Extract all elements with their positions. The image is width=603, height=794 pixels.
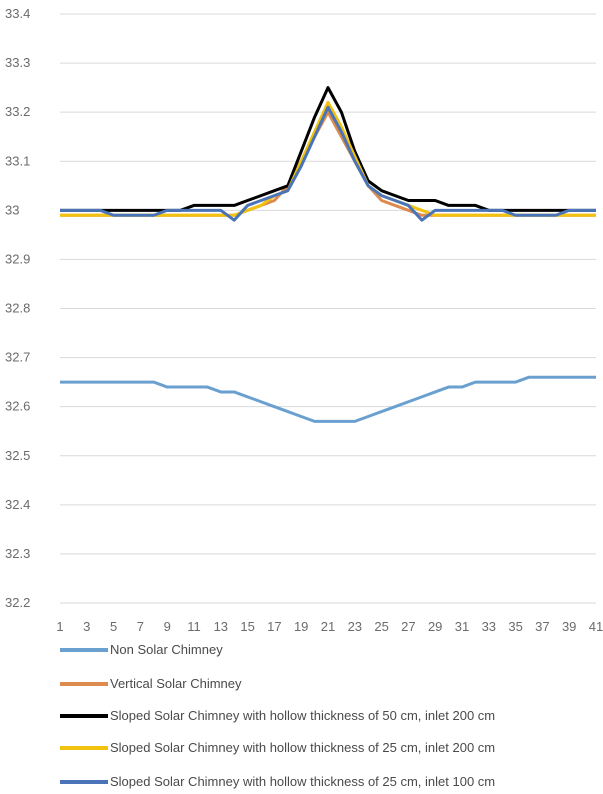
series-lines <box>60 86 596 423</box>
series-line-5 <box>60 105 596 222</box>
series-line-3 <box>60 86 596 212</box>
y-tick-label: 33.1 <box>5 153 30 168</box>
series-line-4 <box>60 100 596 217</box>
y-tick-label: 33.4 <box>5 6 30 21</box>
x-tick-label: 41 <box>589 619 603 634</box>
x-tick-label: 13 <box>214 619 228 634</box>
y-tick-label: 32.7 <box>5 350 30 365</box>
x-tick-label: 7 <box>137 619 144 634</box>
x-tick-label: 37 <box>535 619 549 634</box>
legend-label: Vertical Solar Chimney <box>110 676 242 691</box>
y-tick-label: 32.8 <box>5 301 30 316</box>
x-axis-ticks: 1 3 5 7 9 11 13 15 17 19 21 23 25 27 29 31 33 35 37 39 41 <box>56 619 603 634</box>
legend-item: Sloped Solar Chimney with hollow thickne… <box>60 774 495 789</box>
legend-label: Sloped Solar Chimney with hollow thickne… <box>110 708 495 723</box>
x-tick-label: 33 <box>482 619 496 634</box>
x-tick-label: 15 <box>240 619 254 634</box>
legend-label: Non Solar Chimney <box>110 642 223 657</box>
grid-lines <box>60 13 596 604</box>
x-tick-label: 17 <box>267 619 281 634</box>
y-tick-label: 32.3 <box>5 546 30 561</box>
x-tick-label: 5 <box>110 619 117 634</box>
y-tick-label: 32.5 <box>5 448 30 463</box>
x-tick-label: 3 <box>83 619 90 634</box>
x-tick-label: 1 <box>56 619 63 634</box>
legend-item: Non Solar Chimney <box>60 642 223 657</box>
legend: Non Solar Chimney Vertical Solar Chimney S… <box>60 642 495 789</box>
y-tick-label: 32.6 <box>5 399 30 414</box>
legend-label: Sloped Solar Chimney with hollow thickne… <box>110 740 495 755</box>
y-tick-label: 33.3 <box>5 55 30 70</box>
series-line-2 <box>60 110 596 217</box>
legend-label: Sloped Solar Chimney with hollow thickne… <box>110 774 495 789</box>
x-tick-label: 39 <box>562 619 576 634</box>
legend-item: Sloped Solar Chimney with hollow thickne… <box>60 708 495 723</box>
legend-item: Sloped Solar Chimney with hollow thickne… <box>60 740 495 755</box>
x-tick-label: 27 <box>401 619 415 634</box>
x-tick-label: 11 <box>187 619 201 634</box>
y-tick-label: 32.9 <box>5 251 30 266</box>
x-tick-label: 31 <box>455 619 469 634</box>
x-tick-label: 25 <box>374 619 388 634</box>
legend-item: Vertical Solar Chimney <box>60 676 242 691</box>
x-tick-label: 29 <box>428 619 442 634</box>
y-tick-label: 33.2 <box>5 104 30 119</box>
x-tick-label: 23 <box>348 619 362 634</box>
y-tick-label: 33 <box>5 202 19 217</box>
x-tick-label: 9 <box>164 619 171 634</box>
x-tick-label: 19 <box>294 619 308 634</box>
y-tick-label: 32.2 <box>5 595 30 610</box>
y-axis-ticks: 32.2 32.3 32.4 32.5 32.6 32.7 32.8 32.9 33 33.1 33… <box>5 6 30 610</box>
x-tick-label: 21 <box>321 619 335 634</box>
series-line-1 <box>60 375 596 423</box>
x-tick-label: 35 <box>508 619 522 634</box>
y-tick-label: 32.4 <box>5 497 30 512</box>
